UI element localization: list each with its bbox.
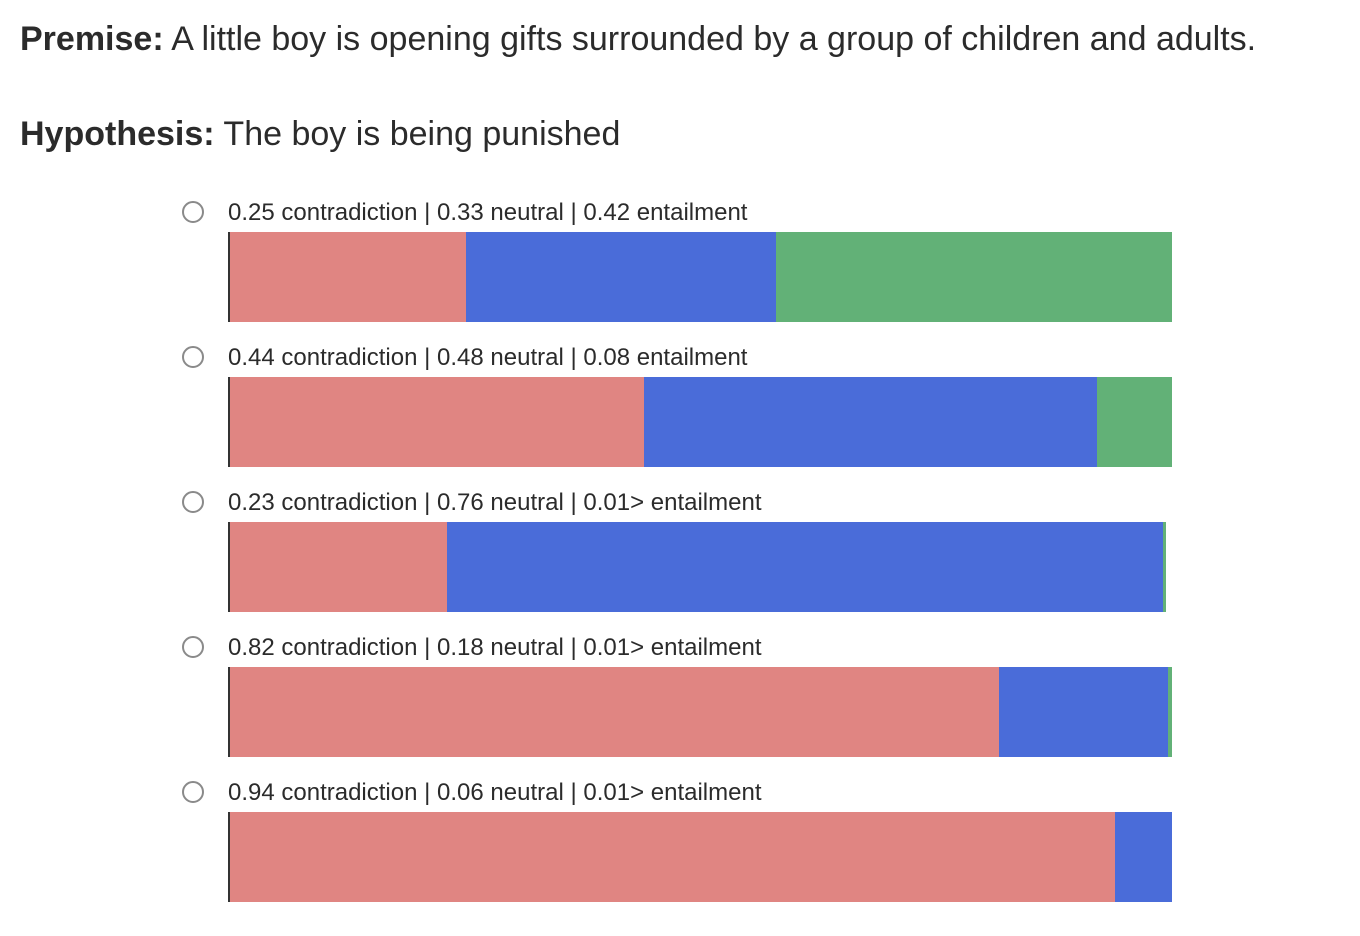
contradiction-segment: [230, 377, 645, 467]
hypothesis-line: Hypothesis: The boy is being punished: [20, 115, 620, 154]
answer-option-5[interactable]: 0.94 contradiction | 0.06 neutral | 0.01…: [180, 778, 1180, 913]
radio-button-option-5[interactable]: [182, 781, 204, 803]
probability-bar-option-1: [228, 232, 1172, 322]
radio-button-option-2[interactable]: [182, 346, 204, 368]
neutral-segment: [446, 522, 1163, 612]
radio-button-option-3[interactable]: [182, 491, 204, 513]
premise-line: Premise: A little boy is opening gifts s…: [20, 20, 1256, 59]
answer-option-4[interactable]: 0.82 contradiction | 0.18 neutral | 0.01…: [180, 633, 1180, 768]
premise-label: Premise:: [20, 20, 164, 58]
entailment-segment: [1168, 667, 1172, 757]
option-2-label[interactable]: 0.44 contradiction | 0.48 neutral | 0.08…: [228, 344, 748, 371]
radio-button-option-1[interactable]: [182, 201, 204, 223]
contradiction-segment: [230, 232, 466, 322]
hypothesis-text: The boy is being punished: [214, 115, 621, 153]
probability-bar-option-4: [228, 667, 1172, 757]
contradiction-segment: [230, 812, 1116, 902]
neutral-segment: [465, 232, 777, 322]
entailment-segment: [1162, 522, 1167, 612]
probability-bar-option-2: [228, 377, 1172, 467]
entailment-segment: [1096, 377, 1172, 467]
entailment-segment: [776, 232, 1172, 322]
option-3-label[interactable]: 0.23 contradiction | 0.76 neutral | 0.01…: [228, 489, 762, 516]
option-5-label[interactable]: 0.94 contradiction | 0.06 neutral | 0.01…: [228, 779, 762, 806]
hypothesis-label: Hypothesis:: [20, 115, 215, 153]
contradiction-segment: [230, 522, 447, 612]
probability-bar-option-5: [228, 812, 1172, 902]
answer-option-3[interactable]: 0.23 contradiction | 0.76 neutral | 0.01…: [180, 488, 1180, 623]
option-4-label[interactable]: 0.82 contradiction | 0.18 neutral | 0.01…: [228, 634, 762, 661]
probability-bar-option-3: [228, 522, 1172, 612]
premise-text: A little boy is opening gifts surrounded…: [163, 20, 1257, 58]
neutral-segment: [1115, 812, 1172, 902]
answer-option-2[interactable]: 0.44 contradiction | 0.48 neutral | 0.08…: [180, 343, 1180, 478]
option-1-label[interactable]: 0.25 contradiction | 0.33 neutral | 0.42…: [228, 199, 748, 226]
neutral-segment: [644, 377, 1097, 467]
radio-button-option-4[interactable]: [182, 636, 204, 658]
contradiction-segment: [230, 667, 1000, 757]
answer-option-1[interactable]: 0.25 contradiction | 0.33 neutral | 0.42…: [180, 198, 1180, 333]
neutral-segment: [999, 667, 1169, 757]
